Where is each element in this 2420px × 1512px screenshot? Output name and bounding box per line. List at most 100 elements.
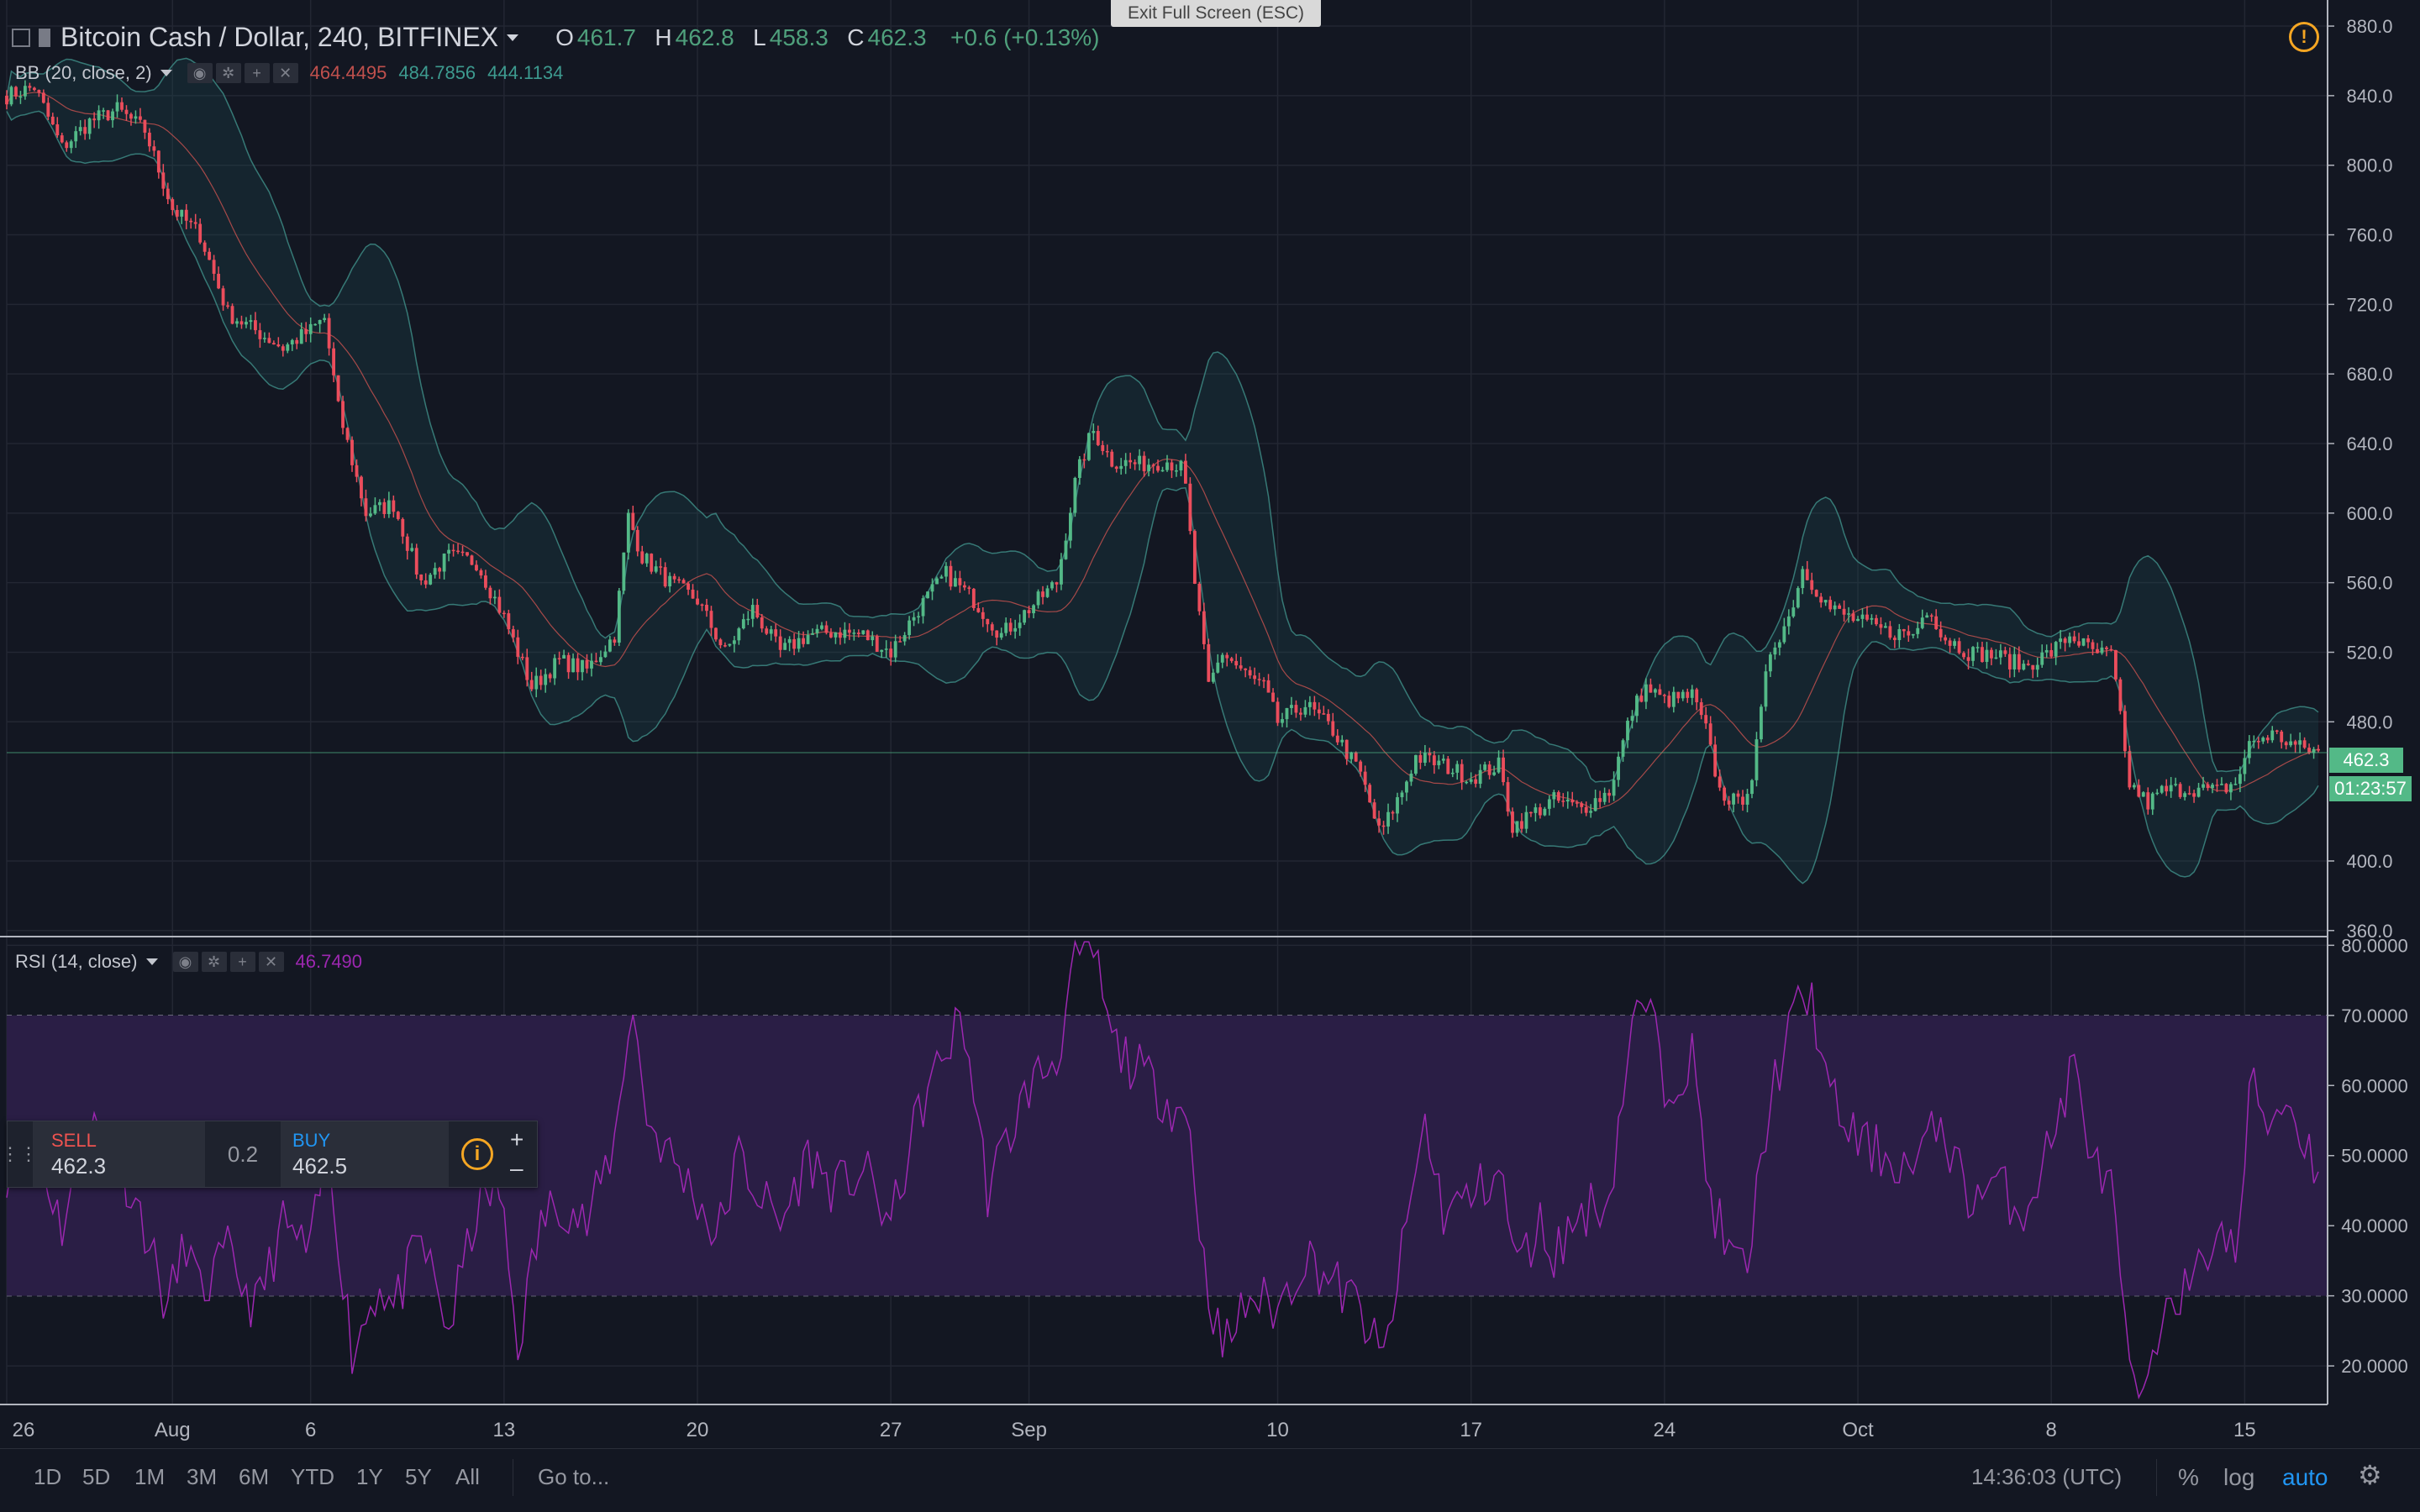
candle <box>2026 664 2030 665</box>
candle <box>2096 648 2099 654</box>
candle <box>1045 588 1050 597</box>
goto-button[interactable]: Go to... <box>538 1464 610 1489</box>
candle <box>2169 785 2173 792</box>
close-icon[interactable]: ✕ <box>272 63 298 83</box>
candle <box>1823 600 1828 603</box>
candle <box>1515 821 1519 833</box>
rsi-title[interactable]: RSI (14, close) <box>15 951 138 972</box>
candle <box>1635 696 1639 717</box>
gear-icon[interactable]: ✲ <box>215 63 241 83</box>
symbol-menu-caret-icon[interactable] <box>507 34 519 41</box>
candle <box>239 321 244 325</box>
percent-scale-toggle[interactable]: % <box>2178 1464 2199 1490</box>
timeframe-1m[interactable]: 1M <box>134 1464 166 1489</box>
candle <box>871 636 875 641</box>
rsi-tick-label: 80.0000 <box>2341 935 2408 956</box>
gear-icon[interactable]: ✲ <box>201 952 227 972</box>
timeframe-5y[interactable]: 5Y <box>405 1464 432 1489</box>
candle <box>765 628 769 634</box>
candle <box>958 578 962 585</box>
candle <box>212 260 216 274</box>
plus-icon[interactable]: + <box>229 952 255 972</box>
candle <box>405 536 409 551</box>
candle <box>1957 641 1961 654</box>
candle <box>2123 711 2127 752</box>
ohlc-open-value: 461.7 <box>576 24 636 50</box>
close-icon[interactable]: ✕ <box>258 952 284 972</box>
candle <box>360 476 363 499</box>
flag-icon[interactable] <box>39 28 50 47</box>
timeframe-6m[interactable]: 6M <box>239 1464 270 1489</box>
candle <box>2128 751 2132 788</box>
drag-handle-icon[interactable]: ⋮⋮ <box>1 1143 38 1164</box>
sell-button[interactable]: SELL 462.3 <box>33 1121 205 1187</box>
candle <box>1197 583 1202 612</box>
candle <box>1879 624 1883 628</box>
utc-clock[interactable]: 14:36:03 (UTC) <box>1971 1464 2123 1489</box>
y-tick-label: 640.0 <box>2346 433 2392 454</box>
candle <box>1768 654 1772 672</box>
candle <box>69 141 73 149</box>
candle <box>1437 760 1441 765</box>
auto-scale-toggle[interactable]: auto <box>2282 1464 2328 1490</box>
timeframe-1y[interactable]: 1Y <box>356 1464 383 1489</box>
symbol-title[interactable]: Bitcoin Cash / Dollar, 240, BITFINEX <box>60 22 499 52</box>
candle <box>705 605 708 612</box>
candle <box>1962 653 1965 658</box>
timeframe-1d[interactable]: 1D <box>34 1464 62 1489</box>
timeframe-all[interactable]: All <box>455 1464 480 1489</box>
candle <box>1939 628 1943 638</box>
candle <box>1450 772 1455 774</box>
candle <box>1114 466 1118 470</box>
quantity-plus-button[interactable]: + <box>510 1126 524 1152</box>
rsi-menu-caret-icon[interactable] <box>145 958 158 965</box>
bottom-toolbar: 1D 5D 1M 3M 6M YTD 1Y 5Y All Go to... 14… <box>0 1448 2420 1508</box>
candle <box>2187 793 2191 795</box>
candle <box>1920 617 1924 628</box>
candle <box>1023 610 1027 623</box>
alert-icon[interactable]: ! <box>2289 22 2319 52</box>
candle <box>1004 622 1008 633</box>
candle <box>631 512 635 530</box>
candle <box>1446 759 1450 774</box>
candle <box>1418 754 1423 764</box>
timeframe-5d[interactable]: 5D <box>82 1464 111 1489</box>
candle <box>746 618 750 621</box>
candle <box>1307 701 1312 707</box>
candle <box>1856 618 1860 622</box>
log-scale-toggle[interactable]: log <box>2223 1464 2255 1490</box>
bb-menu-caret-icon[interactable] <box>160 70 172 76</box>
candle <box>1975 647 1980 648</box>
candle <box>1474 779 1478 785</box>
candle <box>861 630 865 634</box>
eye-icon[interactable]: ◉ <box>172 952 198 972</box>
y-tick-label: 800.0 <box>2346 155 2392 176</box>
candle <box>2261 738 2265 742</box>
candle <box>1819 596 1823 603</box>
candle <box>147 132 151 147</box>
collapse-icon[interactable] <box>12 28 30 47</box>
bb-title[interactable]: BB (20, close, 2) <box>15 62 152 83</box>
y-tick-label: 880.0 <box>2346 16 2392 37</box>
candle <box>120 102 124 110</box>
timeframe-ytd[interactable]: YTD <box>291 1464 334 1489</box>
candle <box>2132 785 2136 788</box>
exit-fullscreen-button[interactable]: Exit Full Screen (ESC) <box>1111 0 1321 27</box>
info-icon[interactable]: i <box>461 1138 493 1170</box>
candle <box>419 574 424 580</box>
ohlc-open-key: O <box>555 24 574 50</box>
buy-button[interactable]: BUY 462.5 <box>281 1121 449 1187</box>
candle <box>2202 784 2205 788</box>
candle <box>1543 808 1547 816</box>
eye-icon[interactable]: ◉ <box>187 63 213 83</box>
candle <box>1630 716 1634 722</box>
plus-icon[interactable]: + <box>244 63 270 83</box>
candle <box>1322 713 1326 715</box>
candle <box>318 319 322 324</box>
timeframe-3m[interactable]: 3M <box>187 1464 218 1489</box>
candle <box>1465 781 1469 784</box>
candle <box>460 551 465 554</box>
quantity-minus-button[interactable]: – <box>510 1155 523 1181</box>
settings-gear-icon[interactable]: ⚙ <box>2358 1460 2382 1490</box>
